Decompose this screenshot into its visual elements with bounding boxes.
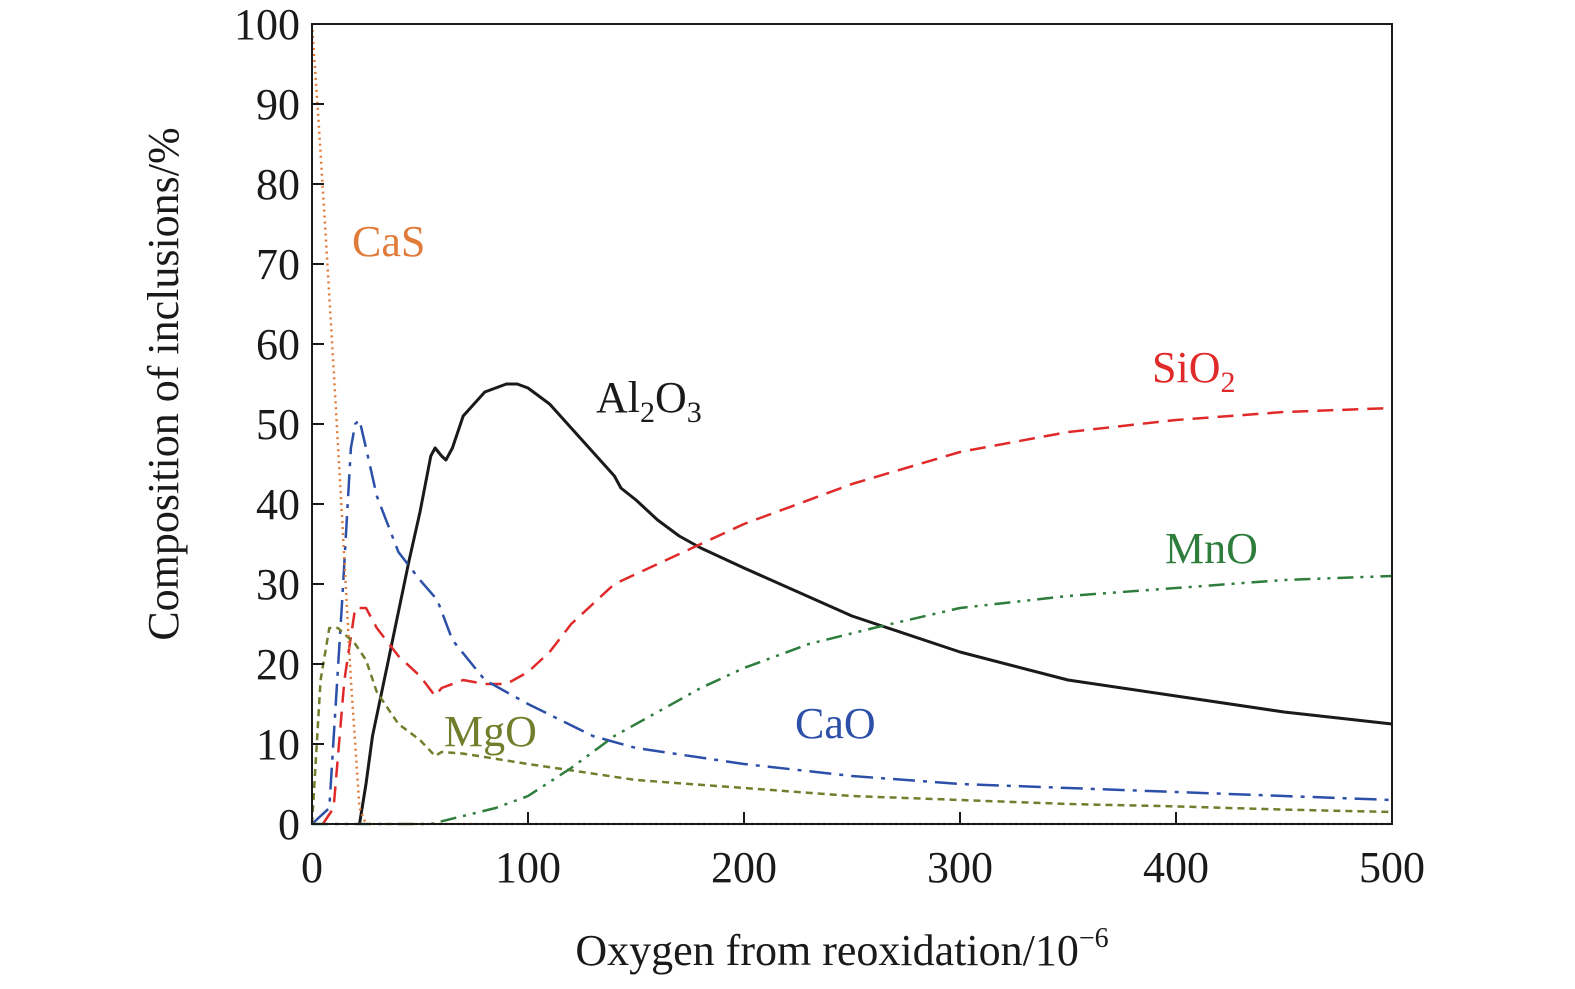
x-tick-label: 500 (1359, 843, 1425, 892)
series-line-mgo (310, 626, 1393, 825)
y-tick-label: 90 (256, 80, 300, 129)
x-axis-ticks: 0 100 200 300 400 500 (301, 812, 1425, 892)
y-tick-label: 100 (234, 0, 300, 49)
series-labels: CaS Al2O3 SiO2 MnO MgO CaO (352, 217, 1258, 756)
series-label-mgo: MgO (444, 707, 537, 756)
y-axis-title: Composition of inclusions/% (139, 127, 188, 640)
series-layer (310, 23, 1393, 826)
y-tick-label: 50 (256, 400, 300, 449)
y-tick-label: 70 (256, 240, 300, 289)
y-tick-label: 20 (256, 640, 300, 689)
series-line-mno (312, 574, 1393, 826)
series-label-al2o3: Al2O3 (596, 373, 702, 429)
series-label-mno: MnO (1165, 524, 1258, 573)
series-line-cao (311, 418, 1393, 825)
x-axis-title-main: Oxygen from reoxidation/10 (575, 926, 1078, 975)
x-axis-title: Oxygen from reoxidation/10−6 (575, 923, 1108, 975)
y-tick-label: 0 (278, 800, 300, 849)
series-label-sio2: SiO2 (1152, 343, 1235, 399)
y-tick-label: 80 (256, 160, 300, 209)
x-tick-label: 300 (927, 843, 993, 892)
x-axis-title-sup: −6 (1079, 923, 1109, 954)
x-tick-label: 0 (301, 843, 323, 892)
x-tick-label: 400 (1143, 843, 1209, 892)
x-tick-label: 100 (495, 843, 561, 892)
y-tick-label: 60 (256, 320, 300, 369)
y-tick-label: 40 (256, 480, 300, 529)
y-tick-label: 10 (256, 720, 300, 769)
series-label-cao: CaO (795, 699, 876, 748)
y-axis-ticks: 0 10 20 30 40 50 60 70 80 90 100 (234, 0, 324, 849)
series-line-al2o3 (358, 382, 1393, 825)
series-label-cas: CaS (352, 217, 425, 266)
x-tick-label: 200 (711, 843, 777, 892)
series-line-sio2 (321, 406, 1393, 825)
y-tick-label: 30 (256, 560, 300, 609)
